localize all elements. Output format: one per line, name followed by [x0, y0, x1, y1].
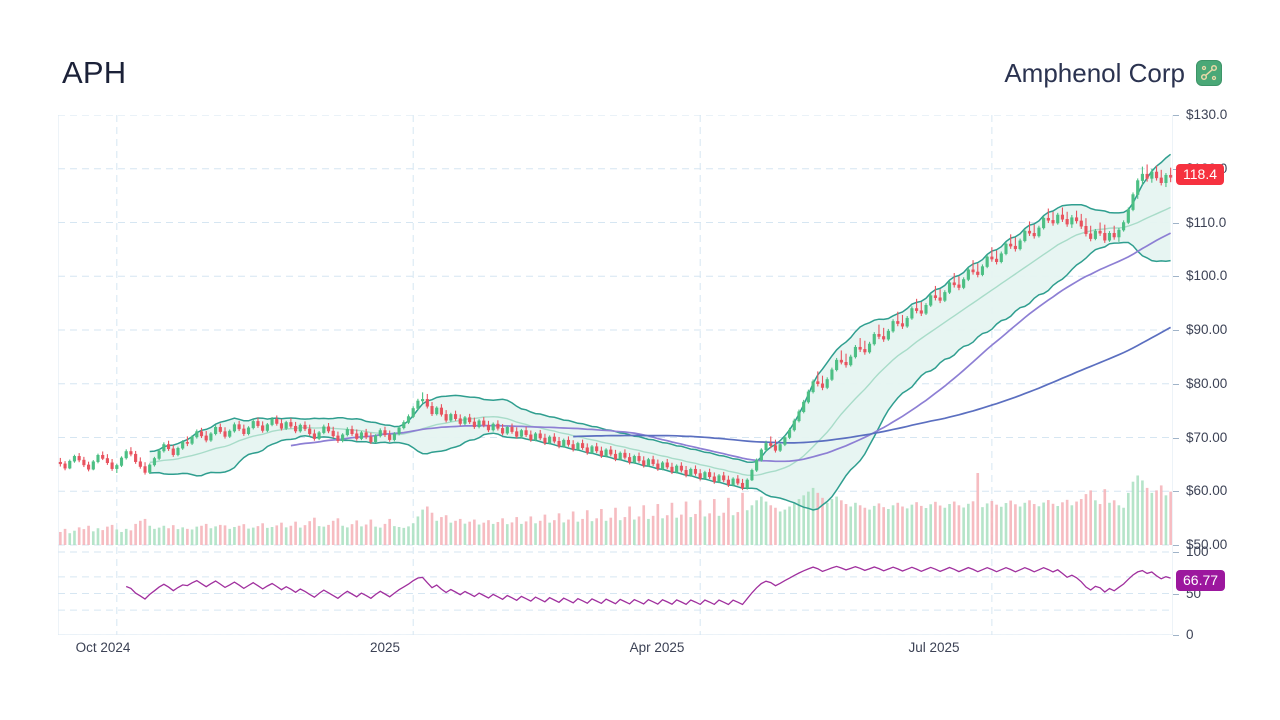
ticker-symbol: APH: [62, 55, 127, 90]
price-axis-tick: [1173, 437, 1179, 439]
company-name: Amphenol Corp: [1004, 58, 1185, 88]
rsi-axis-tick: [1173, 593, 1179, 595]
last-price-badge: 118.4: [1176, 164, 1224, 185]
candlestick-chart-svg: [58, 115, 1173, 635]
bollinger-band-fill: [149, 154, 1171, 511]
rsi-axis-tick: [1173, 635, 1179, 636]
ma-50-line: [290, 232, 1171, 463]
price-axis-label: $130.0: [1186, 107, 1228, 122]
price-axis-tick: [1173, 115, 1179, 116]
price-chart-canvas[interactable]: [58, 115, 1173, 635]
time-axis-label: 2025: [369, 640, 401, 655]
time-axis-label: Apr 2025: [629, 640, 685, 655]
price-axis-tick: [1173, 222, 1179, 224]
price-axis-label: $100.0: [1186, 268, 1228, 284]
ma-200-line: [573, 326, 1172, 444]
volume-bars: [59, 473, 1172, 545]
price-axis-tick: [1173, 276, 1179, 278]
price-axis-label: $60.00: [1186, 483, 1228, 499]
time-axis: Oct 2024 2025 Apr 2025 Jul 2025: [0, 640, 1280, 666]
rsi-value-badge: 66.77: [1176, 570, 1226, 591]
rsi-axis-label: 100: [1186, 544, 1209, 559]
company-identity: Amphenol Corp: [1004, 52, 1222, 94]
sma-middle-line: [149, 206, 1171, 477]
bollinger-upper-band: [149, 153, 1172, 464]
candlesticks: [58, 164, 1173, 491]
price-axis-tick: [1173, 545, 1179, 546]
price-axis-tick: [1173, 491, 1179, 493]
time-axis-label: Jul 2025: [908, 640, 960, 655]
price-axis-label: $80.00: [1186, 375, 1228, 391]
chart-gridlines: [58, 115, 1173, 635]
rsi-gridlines: [58, 551, 1173, 635]
price-axis-label: $70.00: [1186, 429, 1228, 445]
rsi-axis-tick: [1173, 552, 1179, 553]
price-axis-label: $110.0: [1186, 214, 1227, 230]
price-axis-label: $90.00: [1186, 322, 1228, 337]
rsi-line: [125, 565, 1171, 606]
green-chart-logo-icon: [1196, 60, 1222, 86]
price-axis-tick: [1173, 383, 1179, 385]
chart-header: APH Amphenol Corp: [0, 52, 1280, 110]
time-axis-label: Oct 2024: [75, 640, 131, 655]
price-axis-tick: [1173, 330, 1179, 331]
price-axis-label: $50.00: [1186, 537, 1228, 552]
rsi-axis-label: 0: [1186, 627, 1194, 642]
